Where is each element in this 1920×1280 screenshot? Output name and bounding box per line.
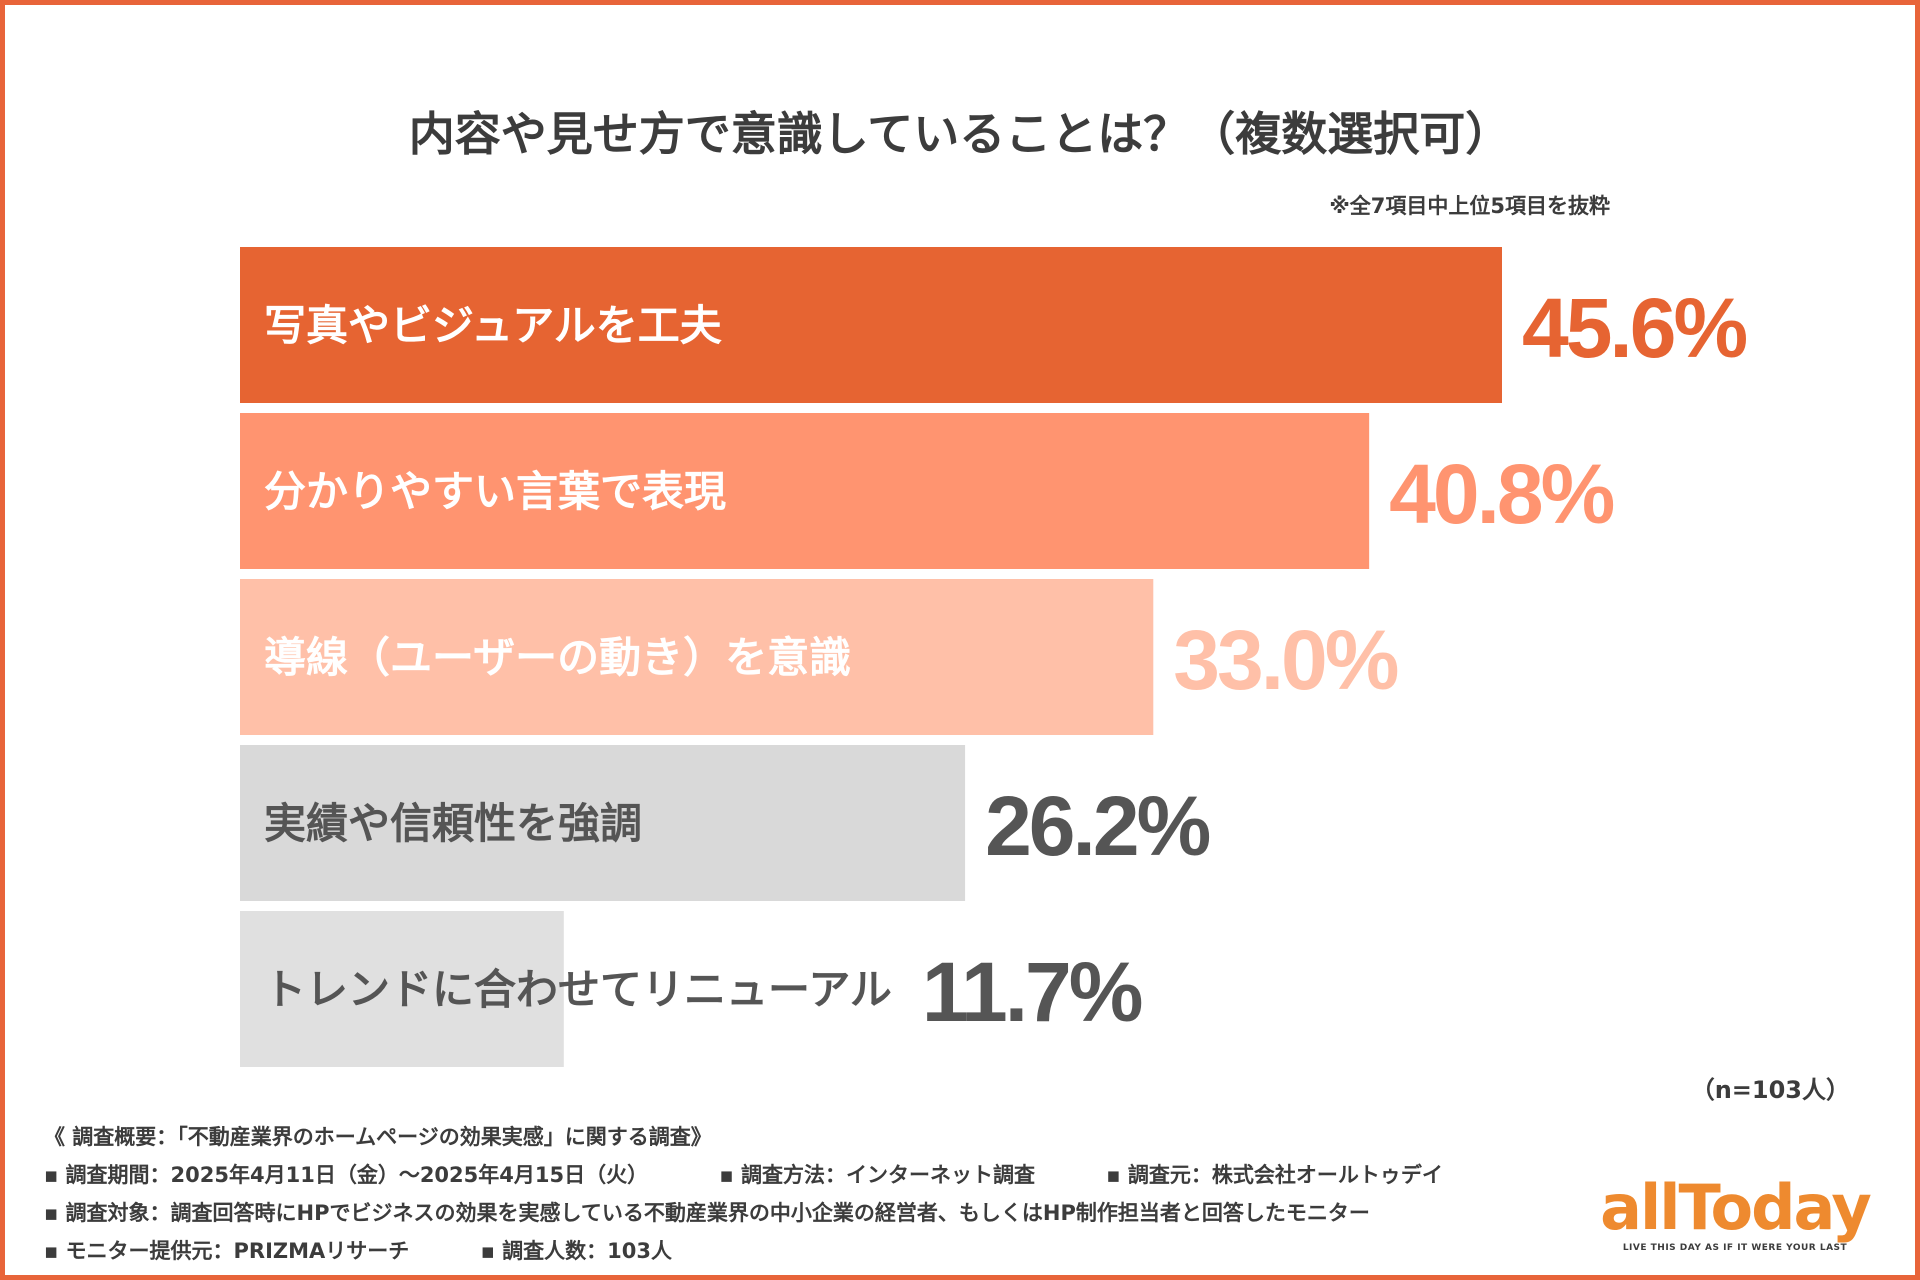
survey-target: ▪ 調査対象：調査回答時にHPでビジネスの効果を実感している不動産業界の中小企業… (44, 1201, 1370, 1225)
bar-1 (240, 247, 1502, 403)
category-label-4: 実績や信頼性を強調 (264, 799, 642, 848)
survey-title: 《 調査概要：「不動産業界のホームページの効果実感」に関する調査》 (44, 1125, 712, 1149)
value-label-1: 45.6% (1522, 281, 1746, 375)
bar-4 (240, 745, 966, 901)
bar-3 (240, 579, 1154, 735)
value-label-5: 11.7% (922, 945, 1142, 1039)
category-label-5: トレンドに合わせてリニューアル (264, 965, 892, 1014)
survey-organizer: ▪ 調査元：株式会社オールトゥデイ (1106, 1163, 1443, 1187)
category-label-3: 導線（ユーザーの動き）を意識 (264, 633, 851, 682)
logo-wordmark: allToday (1600, 1171, 1872, 1244)
bar-chart: 写真やビジュアルを工夫 45.6% 分かりやすい言葉で表現 40.8% 導線（ユーザーの… (240, 247, 1749, 1067)
survey-method: ▪ 調査方法：インターネット調査 (719, 1163, 1035, 1187)
chart-note: ※全7項目中上位5項目を抜粋 (1329, 194, 1610, 218)
category-label-1: 写真やビジュアルを工夫 (264, 301, 723, 350)
value-label-2: 40.8% (1389, 447, 1613, 541)
category-label-2: 分かりやすい言葉で表現 (264, 467, 726, 516)
sample-size: （n=103人） (1690, 1076, 1850, 1104)
bar-5 (240, 911, 564, 1067)
logo-tagline: LIVE THIS DAY AS IF IT WERE YOUR LAST (1622, 1243, 1848, 1253)
bar-2 (240, 413, 1370, 569)
survey-respondents: ▪ 調査人数：103人 (480, 1239, 672, 1263)
alltoday-logo: allToday LIVE THIS DAY AS IF IT WERE YOU… (1585, 1171, 1885, 1263)
chart-title: 内容や見せ方で意識していることは？（複数選択可） (408, 107, 1512, 161)
value-label-3: 33.0% (1173, 613, 1397, 707)
survey-period: ▪ 調査期間：2025年4月11日（金）〜2025年4月15日（火） (44, 1163, 649, 1187)
survey-footer: 《 調査概要：「不動産業界のホームページの効果実感」に関する調査》 ▪ 調査期間… (44, 1118, 1564, 1270)
value-label-4: 26.2% (985, 779, 1209, 873)
survey-provider: ▪ モニター提供元：PRIZMAリサーチ (44, 1239, 410, 1263)
